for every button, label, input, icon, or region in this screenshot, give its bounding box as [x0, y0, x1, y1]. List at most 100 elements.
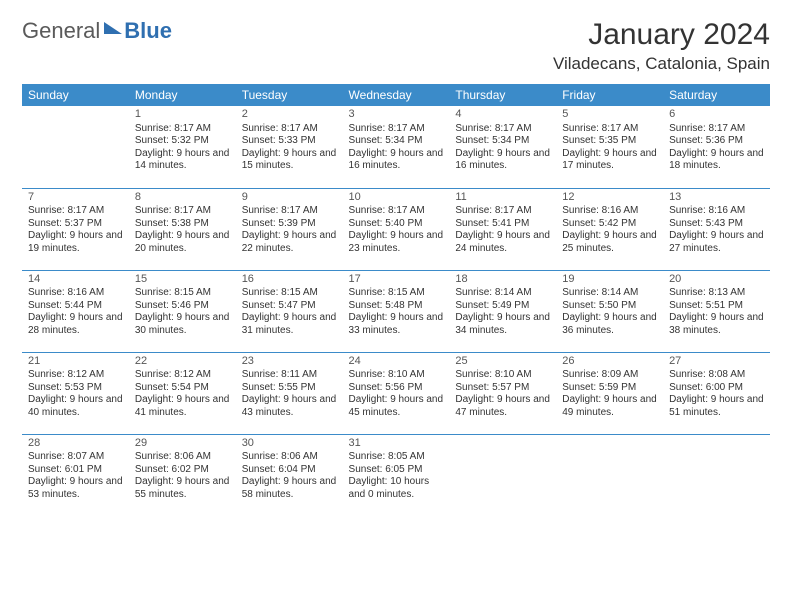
day-number: 31 [349, 437, 444, 451]
sunrise-text: Sunrise: 8:17 AM [242, 205, 337, 218]
daylight-text: Daylight: 9 hours and 40 minutes. [28, 394, 123, 419]
title-block: January 2024 Viladecans, Catalonia, Spai… [553, 18, 770, 74]
sunset-text: Sunset: 5:51 PM [669, 300, 764, 313]
day-cell [22, 106, 129, 188]
sunrise-text: Sunrise: 8:17 AM [349, 205, 444, 218]
sunset-text: Sunset: 5:41 PM [455, 218, 550, 231]
sunrise-text: Sunrise: 8:17 AM [242, 123, 337, 136]
day-number: 7 [28, 191, 123, 205]
day-number: 26 [562, 355, 657, 369]
sunset-text: Sunset: 5:37 PM [28, 218, 123, 231]
sunset-text: Sunset: 6:04 PM [242, 464, 337, 477]
day-cell: 1Sunrise: 8:17 AMSunset: 5:32 PMDaylight… [129, 106, 236, 188]
day-number: 19 [562, 273, 657, 287]
day-number: 14 [28, 273, 123, 287]
day-cell: 7Sunrise: 8:17 AMSunset: 5:37 PMDaylight… [22, 188, 129, 270]
day-header: Wednesday [343, 84, 450, 106]
sunrise-text: Sunrise: 8:17 AM [455, 123, 550, 136]
sunrise-text: Sunrise: 8:17 AM [562, 123, 657, 136]
day-cell: 4Sunrise: 8:17 AMSunset: 5:34 PMDaylight… [449, 106, 556, 188]
day-number: 23 [242, 355, 337, 369]
sunrise-text: Sunrise: 8:12 AM [28, 369, 123, 382]
daylight-text: Daylight: 9 hours and 19 minutes. [28, 230, 123, 255]
sunset-text: Sunset: 5:40 PM [349, 218, 444, 231]
day-cell: 13Sunrise: 8:16 AMSunset: 5:43 PMDayligh… [663, 188, 770, 270]
daylight-text: Daylight: 9 hours and 16 minutes. [349, 148, 444, 173]
daylight-text: Daylight: 10 hours and 0 minutes. [349, 476, 444, 501]
daylight-text: Daylight: 9 hours and 55 minutes. [135, 476, 230, 501]
daylight-text: Daylight: 9 hours and 41 minutes. [135, 394, 230, 419]
sunset-text: Sunset: 5:38 PM [135, 218, 230, 231]
sunset-text: Sunset: 6:05 PM [349, 464, 444, 477]
day-cell: 26Sunrise: 8:09 AMSunset: 5:59 PMDayligh… [556, 352, 663, 434]
day-number: 28 [28, 437, 123, 451]
day-number: 10 [349, 191, 444, 205]
day-header: Saturday [663, 84, 770, 106]
day-number: 5 [562, 108, 657, 122]
day-number: 2 [242, 108, 337, 122]
daylight-text: Daylight: 9 hours and 33 minutes. [349, 312, 444, 337]
day-number: 24 [349, 355, 444, 369]
sunrise-text: Sunrise: 8:16 AM [562, 205, 657, 218]
week-row: 14Sunrise: 8:16 AMSunset: 5:44 PMDayligh… [22, 270, 770, 352]
day-header: Thursday [449, 84, 556, 106]
day-header: Tuesday [236, 84, 343, 106]
day-cell: 14Sunrise: 8:16 AMSunset: 5:44 PMDayligh… [22, 270, 129, 352]
header: General Blue January 2024 Viladecans, Ca… [22, 18, 770, 74]
sunset-text: Sunset: 5:53 PM [28, 382, 123, 395]
sunrise-text: Sunrise: 8:12 AM [135, 369, 230, 382]
sunset-text: Sunset: 6:01 PM [28, 464, 123, 477]
sunrise-text: Sunrise: 8:15 AM [135, 287, 230, 300]
day-number: 17 [349, 273, 444, 287]
daylight-text: Daylight: 9 hours and 16 minutes. [455, 148, 550, 173]
daylight-text: Daylight: 9 hours and 24 minutes. [455, 230, 550, 255]
day-cell: 16Sunrise: 8:15 AMSunset: 5:47 PMDayligh… [236, 270, 343, 352]
sunrise-text: Sunrise: 8:07 AM [28, 451, 123, 464]
sunset-text: Sunset: 5:50 PM [562, 300, 657, 313]
brand-logo: General Blue [22, 18, 172, 44]
day-cell: 6Sunrise: 8:17 AMSunset: 5:36 PMDaylight… [663, 106, 770, 188]
day-number: 13 [669, 191, 764, 205]
sunrise-text: Sunrise: 8:06 AM [242, 451, 337, 464]
day-number: 20 [669, 273, 764, 287]
day-number: 3 [349, 108, 444, 122]
day-cell: 19Sunrise: 8:14 AMSunset: 5:50 PMDayligh… [556, 270, 663, 352]
sunset-text: Sunset: 5:42 PM [562, 218, 657, 231]
day-cell: 11Sunrise: 8:17 AMSunset: 5:41 PMDayligh… [449, 188, 556, 270]
sunrise-text: Sunrise: 8:05 AM [349, 451, 444, 464]
day-cell: 25Sunrise: 8:10 AMSunset: 5:57 PMDayligh… [449, 352, 556, 434]
daylight-text: Daylight: 9 hours and 53 minutes. [28, 476, 123, 501]
daylight-text: Daylight: 9 hours and 51 minutes. [669, 394, 764, 419]
sunrise-text: Sunrise: 8:08 AM [669, 369, 764, 382]
location-text: Viladecans, Catalonia, Spain [553, 54, 770, 74]
day-cell: 30Sunrise: 8:06 AMSunset: 6:04 PMDayligh… [236, 434, 343, 516]
day-number: 1 [135, 108, 230, 122]
sunrise-text: Sunrise: 8:17 AM [28, 205, 123, 218]
sunset-text: Sunset: 5:54 PM [135, 382, 230, 395]
day-header-row: Sunday Monday Tuesday Wednesday Thursday… [22, 84, 770, 106]
daylight-text: Daylight: 9 hours and 27 minutes. [669, 230, 764, 255]
sunrise-text: Sunrise: 8:17 AM [669, 123, 764, 136]
sunrise-text: Sunrise: 8:15 AM [349, 287, 444, 300]
logo-triangle-icon [104, 22, 122, 34]
sunrise-text: Sunrise: 8:17 AM [455, 205, 550, 218]
daylight-text: Daylight: 9 hours and 43 minutes. [242, 394, 337, 419]
day-number: 18 [455, 273, 550, 287]
daylight-text: Daylight: 9 hours and 31 minutes. [242, 312, 337, 337]
day-number: 21 [28, 355, 123, 369]
logo-text-blue: Blue [124, 18, 172, 44]
sunrise-text: Sunrise: 8:17 AM [135, 205, 230, 218]
day-cell: 24Sunrise: 8:10 AMSunset: 5:56 PMDayligh… [343, 352, 450, 434]
day-cell: 12Sunrise: 8:16 AMSunset: 5:42 PMDayligh… [556, 188, 663, 270]
day-cell: 31Sunrise: 8:05 AMSunset: 6:05 PMDayligh… [343, 434, 450, 516]
day-number: 30 [242, 437, 337, 451]
daylight-text: Daylight: 9 hours and 36 minutes. [562, 312, 657, 337]
week-row: 1Sunrise: 8:17 AMSunset: 5:32 PMDaylight… [22, 106, 770, 188]
sunset-text: Sunset: 5:34 PM [349, 135, 444, 148]
sunset-text: Sunset: 5:47 PM [242, 300, 337, 313]
sunrise-text: Sunrise: 8:13 AM [669, 287, 764, 300]
daylight-text: Daylight: 9 hours and 30 minutes. [135, 312, 230, 337]
sunset-text: Sunset: 5:35 PM [562, 135, 657, 148]
sunset-text: Sunset: 6:00 PM [669, 382, 764, 395]
day-header: Friday [556, 84, 663, 106]
